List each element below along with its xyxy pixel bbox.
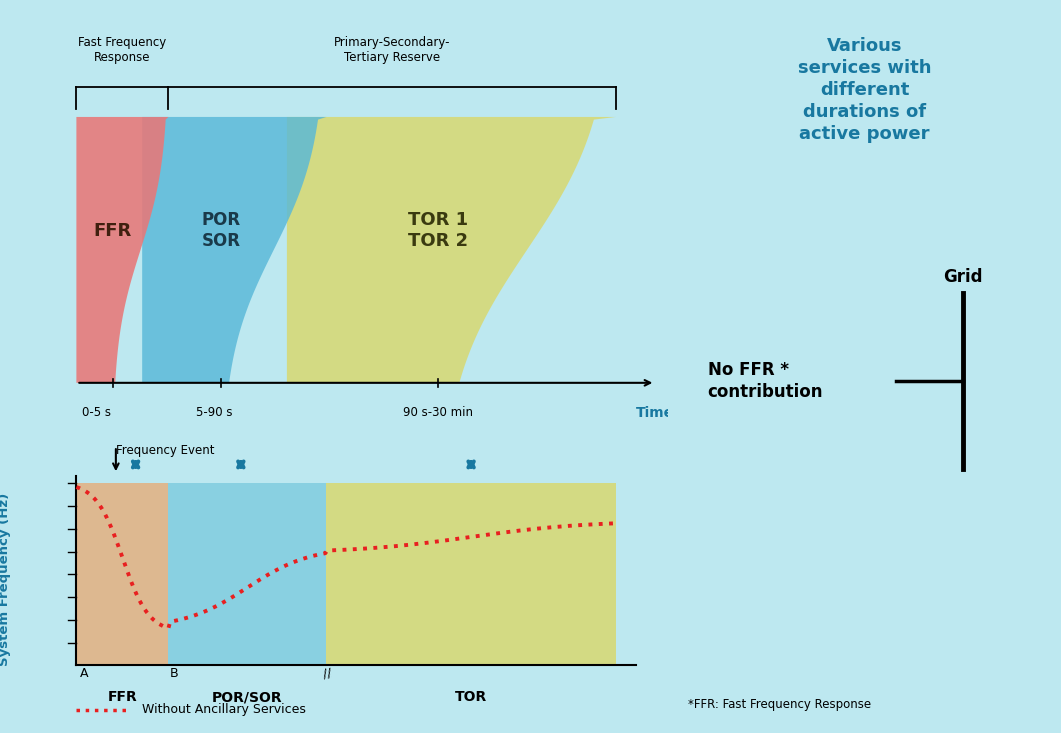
Text: FFR: FFR <box>107 690 137 704</box>
Text: *FFR: Fast Frequency Response: *FFR: Fast Frequency Response <box>688 698 871 711</box>
Text: Fast Frequency
Response: Fast Frequency Response <box>79 36 167 64</box>
Bar <box>169 482 327 665</box>
Text: TOR 1
TOR 2: TOR 1 TOR 2 <box>408 212 468 250</box>
Text: 0-5 s: 0-5 s <box>82 405 110 419</box>
Text: 5-90 s: 5-90 s <box>196 405 232 419</box>
Bar <box>76 482 169 665</box>
Text: B: B <box>170 667 178 679</box>
Text: Various
services with
different
durations of
active power: Various services with different duration… <box>798 37 932 144</box>
Text: 90 s-30 min: 90 s-30 min <box>403 405 473 419</box>
Text: Primary-Secondary-
Tertiary Reserve: Primary-Secondary- Tertiary Reserve <box>334 36 451 64</box>
Text: System Frequency (Hz): System Frequency (Hz) <box>0 493 11 666</box>
Text: FFR: FFR <box>93 222 132 240</box>
Text: Grid: Grid <box>943 268 982 286</box>
Text: POR/SOR: POR/SOR <box>212 690 282 704</box>
Polygon shape <box>142 117 327 383</box>
Text: No FFR *
contribution: No FFR * contribution <box>708 361 823 401</box>
Text: TOR: TOR <box>455 690 487 704</box>
Text: Time: Time <box>637 405 675 419</box>
Text: POR
SOR: POR SOR <box>202 212 241 250</box>
Polygon shape <box>76 117 169 383</box>
Polygon shape <box>286 117 615 383</box>
Text: Frequency Event: Frequency Event <box>116 444 214 457</box>
Text: //: // <box>323 666 333 680</box>
Text: Without Ancillary Services: Without Ancillary Services <box>142 703 306 716</box>
Text: A: A <box>80 667 88 679</box>
Bar <box>327 482 615 665</box>
